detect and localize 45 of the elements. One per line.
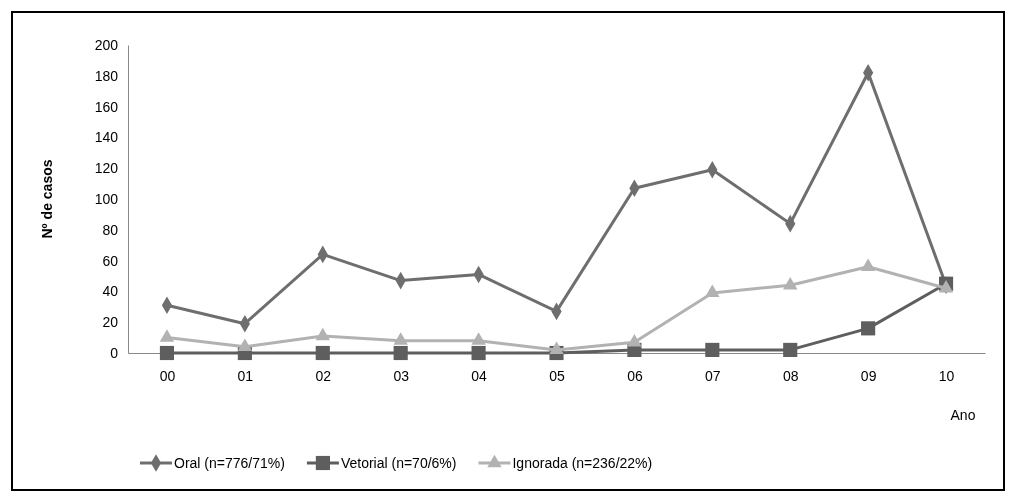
- point: [159, 345, 175, 361]
- point: [705, 342, 720, 357]
- point: [938, 280, 954, 293]
- x-tick-label: 04: [471, 367, 488, 384]
- y-tick-label: 200: [94, 36, 119, 53]
- point: [393, 332, 408, 345]
- point: [861, 321, 876, 336]
- point: [783, 342, 798, 357]
- y-tick-label: 180: [94, 67, 119, 84]
- y-tick-label: 140: [94, 129, 119, 146]
- point: [860, 258, 876, 271]
- point: [705, 284, 720, 298]
- x-axis-title: Ano: [950, 407, 976, 423]
- x-tick-label: 06: [627, 367, 643, 384]
- y-tick-label: 120: [94, 160, 119, 177]
- point: [393, 345, 408, 361]
- point: [471, 345, 486, 361]
- x-tick-label: 09: [860, 367, 877, 384]
- x-tick-label: 02: [315, 367, 332, 384]
- point: [471, 332, 486, 345]
- legend-label: Vetorial (n=70/6%): [340, 455, 457, 471]
- y-tick-label: 20: [102, 314, 119, 331]
- y-tick-label: 80: [102, 221, 119, 238]
- x-tick-label: 00: [159, 367, 176, 384]
- x-tick-label: 05: [549, 367, 565, 384]
- point: [783, 276, 798, 290]
- y-tick-label: 60: [102, 252, 119, 269]
- y-tick-label: 160: [94, 98, 119, 115]
- legend-label: Oral (n=776/71%): [174, 455, 285, 471]
- x-tick-label: 08: [782, 367, 799, 384]
- x-tick-label: 07: [705, 367, 721, 384]
- point: [315, 345, 330, 361]
- point: [159, 329, 175, 342]
- legend-label: Ignorada (n=236/22%): [512, 455, 653, 471]
- point: [627, 333, 642, 347]
- x-tick-label: 10: [938, 367, 955, 384]
- point: [549, 341, 564, 355]
- x-tick-label: 03: [393, 367, 410, 384]
- y-tick-label: 0: [110, 344, 119, 361]
- point: [315, 327, 330, 341]
- point: [237, 338, 253, 351]
- y-tick-label: 40: [102, 283, 119, 300]
- x-tick-label: 01: [237, 367, 254, 384]
- y-tick-label: 100: [94, 190, 119, 207]
- y-axis-title: Nº de casos: [39, 159, 55, 239]
